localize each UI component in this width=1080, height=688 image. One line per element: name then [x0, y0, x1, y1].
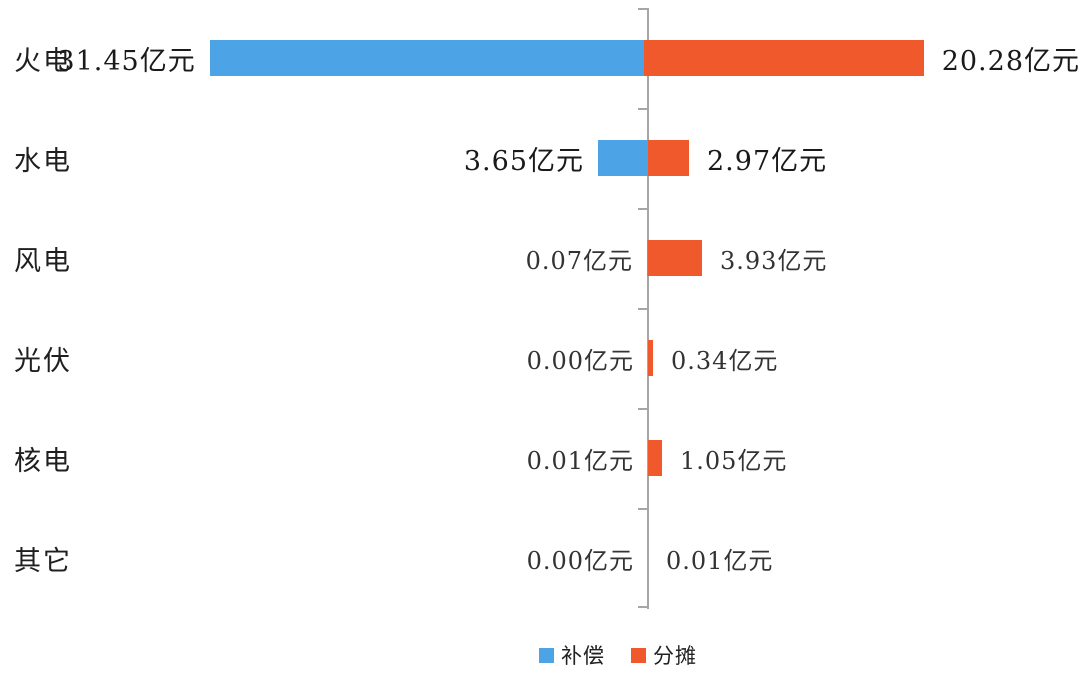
value-label-right: 2.97亿元 [707, 145, 828, 177]
value-label-left: 0.01亿元 [526, 446, 634, 475]
category-label: 火电 [14, 45, 72, 77]
right-zone: 3.93亿元 [648, 240, 1080, 276]
chart-row: 水电 3.65亿元 2.97亿元 [0, 108, 1080, 208]
category-label: 光伏 [14, 345, 72, 377]
category-label: 其它 [14, 545, 72, 577]
chart-row: 其它 0.00亿元 0.01亿元 [0, 508, 1080, 608]
category-label: 水电 [14, 145, 72, 177]
left-zone: 0.07亿元 [0, 240, 648, 276]
axis-tick [638, 408, 647, 410]
axis-tick [638, 8, 647, 10]
legend: 补偿 分摊 [539, 640, 697, 670]
bar-left [209, 40, 644, 76]
axis-tick [638, 208, 647, 210]
chart-row: 风电 0.07亿元 3.93亿元 [0, 208, 1080, 308]
value-label-left: 0.00亿元 [526, 346, 634, 375]
chart-row: 光伏 0.00亿元 0.34亿元 [0, 308, 1080, 408]
value-label-right: 0.34亿元 [671, 346, 779, 375]
bar-right [643, 40, 924, 76]
legend-label: 分摊 [653, 644, 697, 668]
value-label-right: 0.01亿元 [666, 546, 774, 575]
chart-row: 核电 0.01亿元 1.05亿元 [0, 408, 1080, 508]
value-label-left: 31.45亿元 [57, 45, 196, 77]
right-zone: 1.05亿元 [648, 440, 1080, 476]
bar-left [647, 240, 648, 276]
left-zone: 0.01亿元 [0, 440, 648, 476]
axis-tick [638, 108, 647, 110]
legend-item-fentan: 分摊 [631, 640, 697, 670]
left-zone: 0.00亿元 [0, 340, 648, 376]
category-label: 风电 [14, 245, 72, 277]
value-axis [638, 8, 649, 609]
right-zone: 0.01亿元 [648, 540, 1080, 576]
axis-tick [638, 606, 647, 608]
legend-item-buchang: 补偿 [539, 640, 605, 670]
bar-right [648, 240, 702, 276]
right-zone: 0.34亿元 [648, 340, 1080, 376]
left-zone: 31.45亿元 [0, 39, 644, 78]
value-label-left: 0.00亿元 [526, 546, 634, 575]
right-zone: 20.28亿元 [643, 39, 1080, 78]
legend-label: 补偿 [561, 644, 605, 668]
bar-right [648, 440, 662, 476]
right-zone: 2.97亿元 [648, 139, 1080, 178]
bar-right [648, 140, 689, 176]
value-label-right: 3.93亿元 [720, 246, 828, 275]
legend-swatch-orange-icon [631, 647, 646, 663]
axis-tick [638, 308, 647, 310]
bar-left [598, 140, 648, 176]
left-zone: 0.00亿元 [0, 540, 648, 576]
chart-row: 火电 31.45亿元 20.28亿元 [0, 8, 1080, 108]
bar-right [648, 340, 653, 376]
chart-rows: 火电 31.45亿元 20.28亿元 水电 3.65亿元 2.97亿元 风电 0… [0, 8, 1080, 608]
category-label: 核电 [14, 445, 72, 477]
left-zone: 3.65亿元 [0, 139, 648, 178]
value-label-right: 1.05亿元 [680, 446, 788, 475]
legend-area: 补偿 分摊 [0, 640, 1080, 670]
legend-swatch-blue-icon [539, 647, 554, 663]
axis-tick [638, 508, 647, 510]
value-label-left: 0.07亿元 [525, 246, 633, 275]
value-label-right: 20.28亿元 [941, 45, 1080, 77]
value-label-left: 3.65亿元 [463, 145, 584, 177]
